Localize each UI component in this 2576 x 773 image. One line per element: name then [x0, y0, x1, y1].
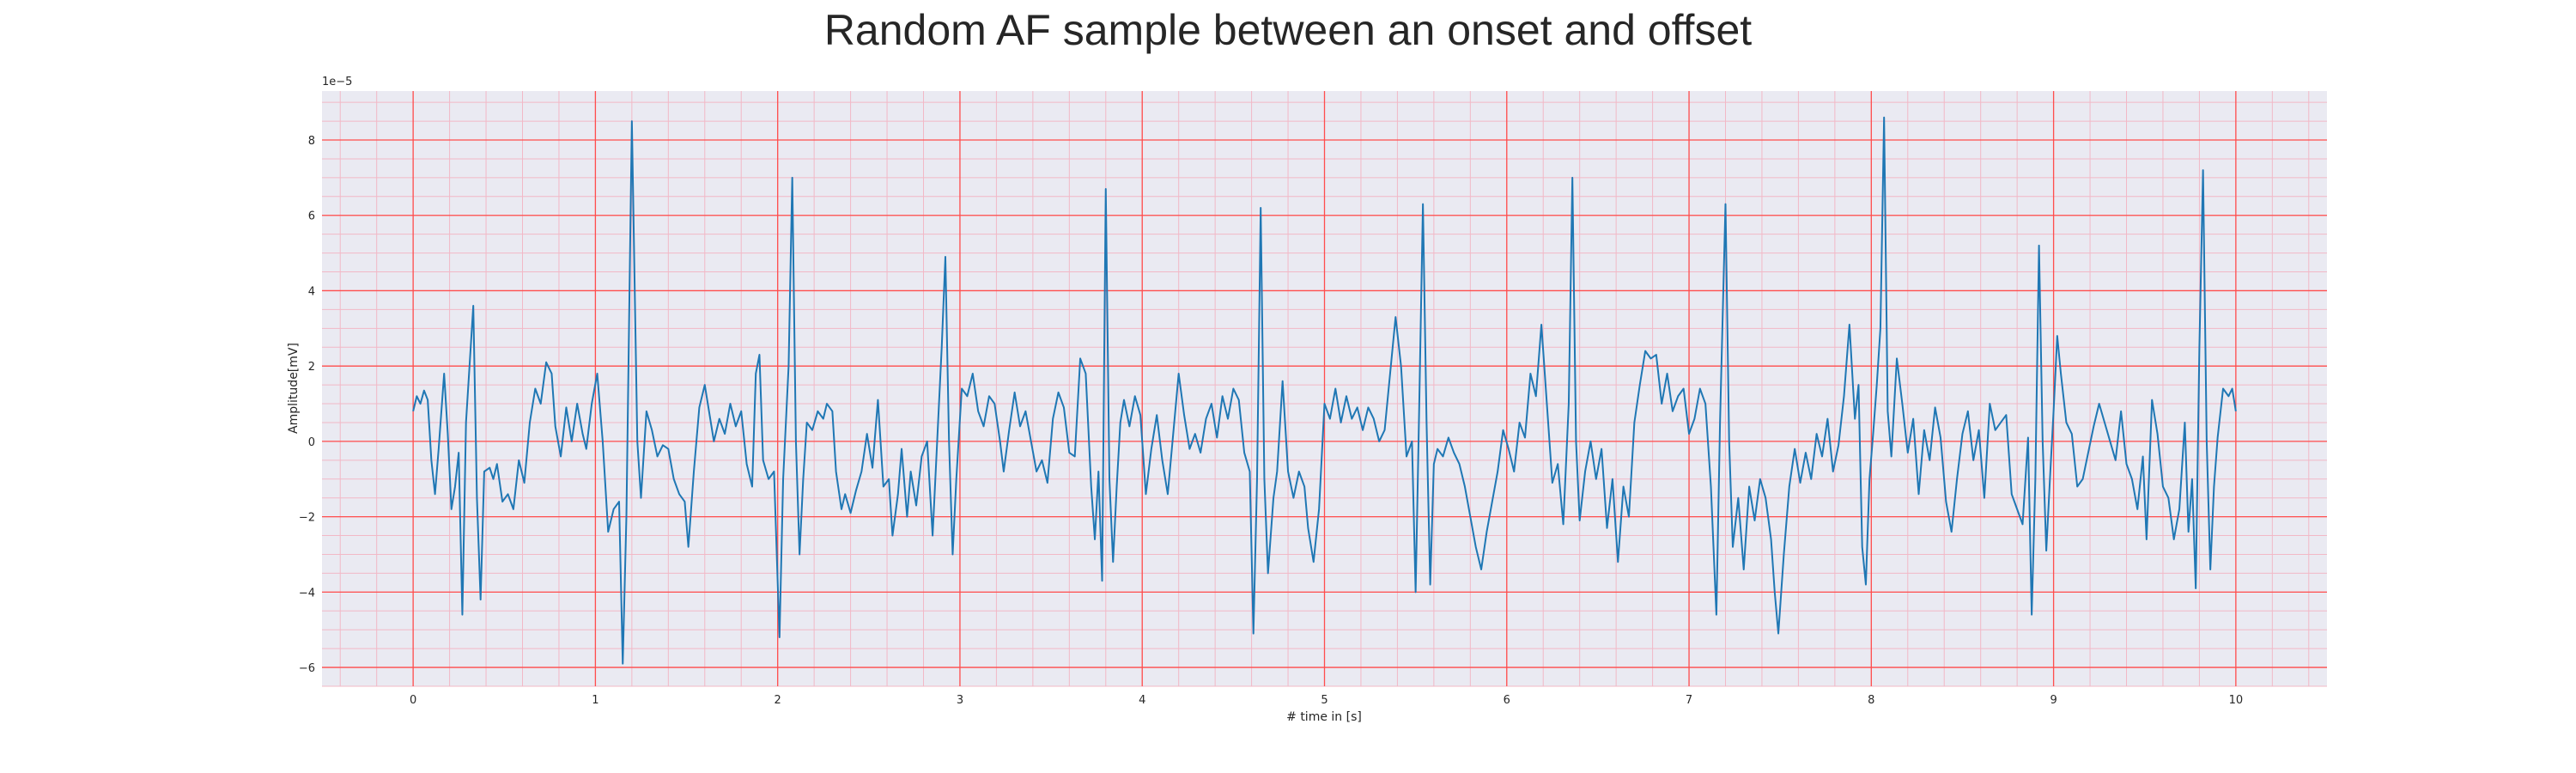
x-tick-label: 4 — [1139, 694, 1145, 707]
x-tick-label: 10 — [2229, 694, 2244, 707]
y-offset-text: 1e−5 — [322, 76, 352, 88]
x-tick-label: 1 — [592, 694, 598, 707]
x-tick-label: 7 — [1686, 694, 1692, 707]
x-tick-label: 0 — [410, 694, 416, 707]
y-tick-label: 8 — [308, 135, 315, 148]
x-tick-label: 6 — [1504, 694, 1510, 707]
signal-line — [412, 116, 2237, 665]
y-tick-label: 6 — [308, 210, 315, 223]
major-grid — [322, 91, 2327, 686]
chart-title: Random AF sample between an onset and of… — [823, 6, 1753, 54]
y-tick-label: −6 — [299, 662, 315, 675]
y-tick-label: −2 — [299, 512, 315, 525]
y-tick-labels: −6 −4 −2 0 2 4 6 8 — [299, 135, 315, 675]
x-axis-label: # time in [s] — [1286, 710, 1362, 724]
y-tick-label: 2 — [308, 361, 315, 374]
y-tick-label: 0 — [308, 436, 315, 449]
y-tick-label: 4 — [308, 285, 315, 298]
x-tick-label: 2 — [775, 694, 781, 707]
x-tick-labels: 0 1 2 3 4 5 6 7 8 9 10 — [410, 694, 2243, 707]
x-tick-label: 9 — [2050, 694, 2057, 707]
y-axis-label: Amplitude[mV] — [287, 343, 301, 434]
x-tick-label: 3 — [957, 694, 963, 707]
x-tick-label: 8 — [1868, 694, 1874, 707]
y-tick-label: −4 — [299, 587, 315, 600]
x-tick-label: 5 — [1321, 694, 1327, 707]
